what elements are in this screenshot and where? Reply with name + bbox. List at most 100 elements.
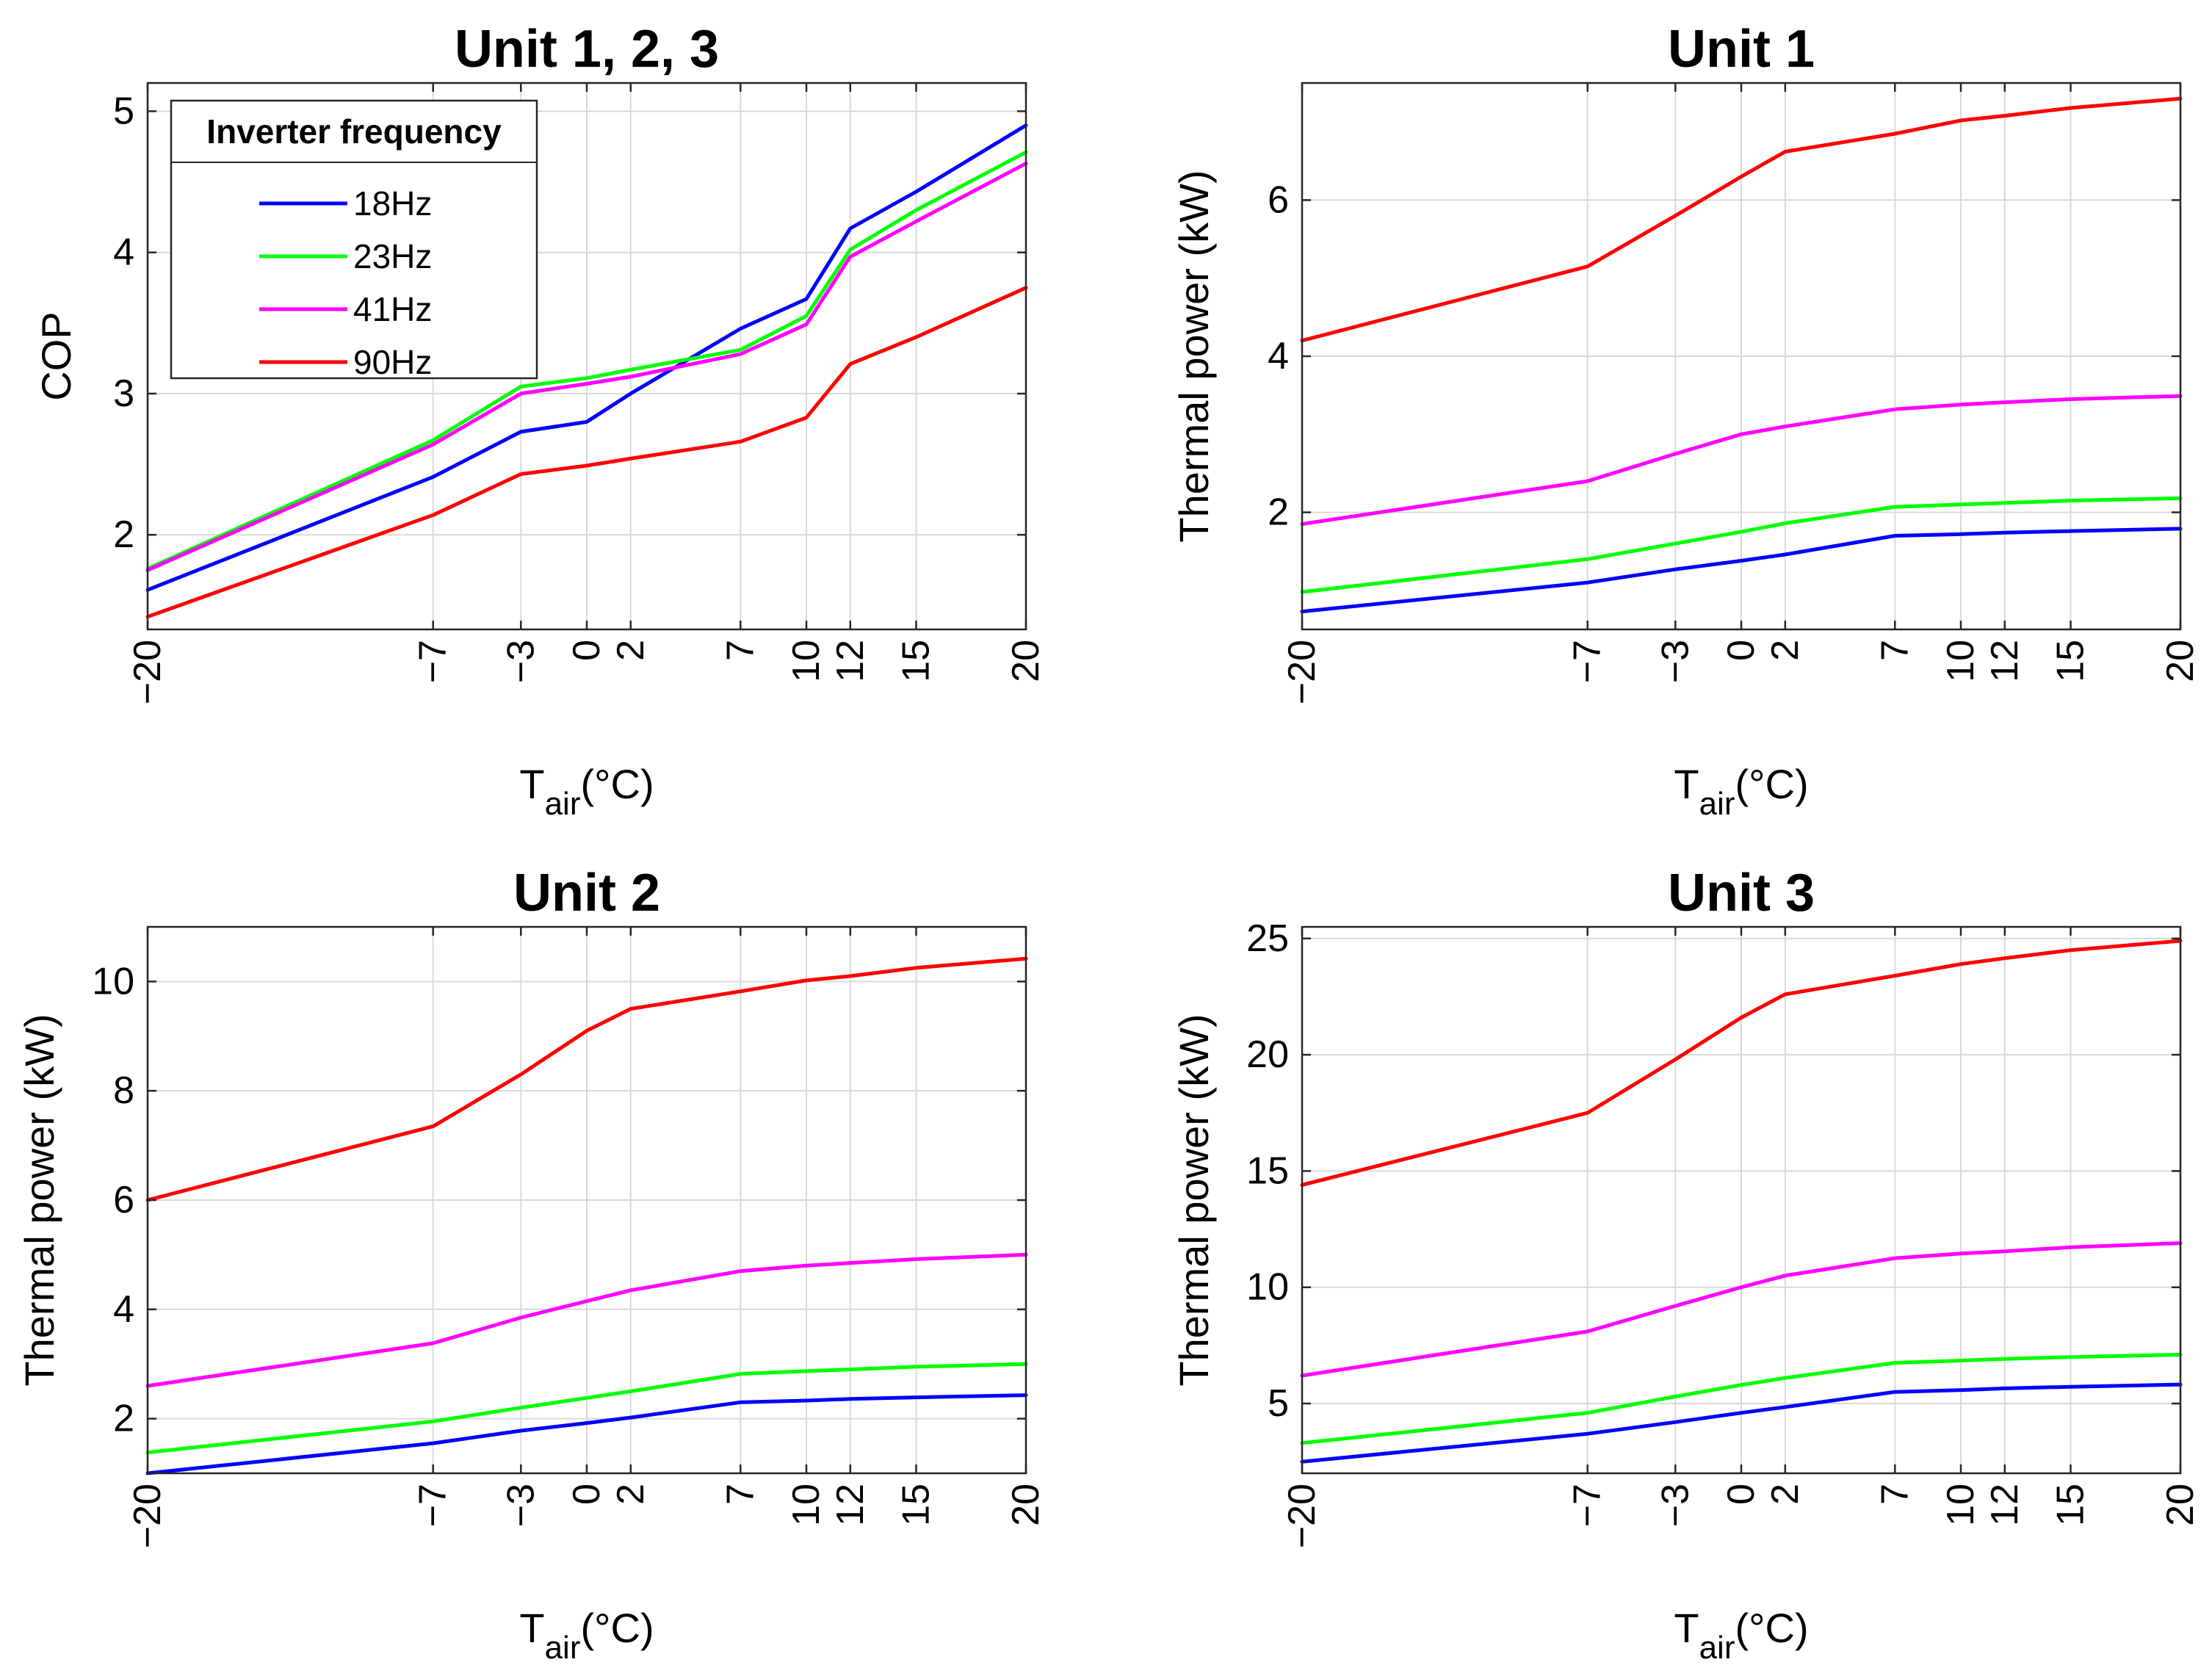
unit-1-xtick-label-7: 12 <box>1984 640 2026 682</box>
unit-2-xtick-label-7: 12 <box>829 1484 872 1526</box>
unit-3-xlabel: Tair(°C) <box>1674 1605 1808 1666</box>
unit-3-series-23hz <box>1300 1353 2183 1445</box>
cop-xlabel-sub: air <box>545 786 581 822</box>
cop-legend-label-90hz: 90Hz <box>353 343 432 381</box>
unit-2-xlabel-main: T <box>519 1605 544 1651</box>
unit-1-xtick-label-8: 15 <box>2050 640 2092 682</box>
cop-series-41hz <box>145 162 1028 572</box>
unit-2-xtick-label-4: 2 <box>610 1484 652 1505</box>
unit-3-series-41hz <box>1300 1241 2183 1378</box>
unit-1-series-18hz <box>1300 527 2183 614</box>
unit-2-ytick-label-1: 4 <box>113 1288 134 1331</box>
unit-2-title: Unit 2 <box>513 864 660 922</box>
unit-3-xtick-label-1: −7 <box>1566 1484 1609 1527</box>
unit-2-xlabel-unit: (°C) <box>580 1605 654 1651</box>
unit-3-xtick-label-7: 12 <box>1984 1484 2026 1526</box>
unit-3-title: Unit 3 <box>1668 864 1815 922</box>
cop-xtick-label-2: −3 <box>499 640 542 683</box>
unit-1-xtick-label-9: 20 <box>2159 640 2202 682</box>
unit-1-xlabel: Tair(°C) <box>1674 761 1808 822</box>
unit-2-xtick-label-1: −7 <box>412 1484 455 1527</box>
unit-3-series-18hz <box>1300 1382 2183 1464</box>
unit-1-xtick-label-0: −20 <box>1281 640 1323 704</box>
cop-legend-label-18hz: 18Hz <box>353 184 432 223</box>
unit-2-series-41hz <box>145 1252 1028 1388</box>
unit-3-xlabel-sub: air <box>1699 1630 1735 1666</box>
unit-2-xlabel: Tair(°C) <box>519 1605 654 1666</box>
cop-series-23hz <box>145 150 1028 571</box>
cop-xtick-label-3: 0 <box>565 640 608 661</box>
unit-1-ytick-label-1: 4 <box>1268 335 1289 378</box>
cop-xtick-label-9: 20 <box>1005 640 1047 682</box>
cop-ytick-label-1: 3 <box>113 372 134 415</box>
unit-1-series-90hz <box>1300 96 2183 343</box>
unit-2-ytick-label-0: 2 <box>113 1398 134 1440</box>
cop-xlabel-unit: (°C) <box>580 761 654 807</box>
cop-title: Unit 1, 2, 3 <box>455 20 719 79</box>
unit-1-xtick-label-1: −7 <box>1566 640 1609 683</box>
unit-3-ylabel: Thermal power (kW) <box>1171 1014 1217 1386</box>
cop-ytick-label-3: 5 <box>113 90 134 132</box>
unit-3-xtick-label-9: 20 <box>2159 1484 2202 1526</box>
cop-legend-label-41hz: 41Hz <box>353 290 432 328</box>
unit-3-xlabel-unit: (°C) <box>1735 1605 1808 1651</box>
unit-1-xlabel-main: T <box>1674 761 1699 807</box>
cop-legend: Inverter frequency 18Hz 23Hz 41Hz 90Hz <box>170 99 538 381</box>
cop-xtick-label-7: 12 <box>829 640 872 682</box>
unit-3-xtick-label-0: −20 <box>1281 1484 1323 1548</box>
unit-1-series-41hz <box>1300 394 2183 526</box>
unit-1-xtick-label-4: 2 <box>1764 640 1807 661</box>
cop-xtick-label-4: 2 <box>610 640 652 661</box>
cop-xlabel-main: T <box>519 761 544 807</box>
unit-1-ytick-label-2: 6 <box>1268 178 1289 221</box>
unit-1-xtick-label-6: 10 <box>1940 640 1982 682</box>
unit-2-xlabel-sub: air <box>545 1630 581 1666</box>
cop-xtick-label-8: 15 <box>895 640 938 682</box>
unit-2-series-90hz <box>145 956 1028 1202</box>
unit-3-xtick-label-8: 15 <box>2050 1484 2092 1526</box>
cop-xlabel: Tair(°C) <box>519 761 654 822</box>
unit-2-xtick-label-8: 15 <box>895 1484 938 1526</box>
unit-3-xtick-label-5: 7 <box>1873 1484 1916 1505</box>
cop-ytick-label-0: 2 <box>113 513 134 556</box>
cop-ylabel: COP <box>33 311 79 400</box>
cop-legend-title: Inverter frequency <box>206 112 502 151</box>
unit-3-xtick-label-4: 2 <box>1764 1484 1807 1505</box>
unit-1-xtick-label-3: 0 <box>1720 640 1763 661</box>
unit-1-xlabel-unit: (°C) <box>1735 761 1808 807</box>
cop-xtick-label-6: 10 <box>785 640 828 682</box>
cop-xtick-label-1: −7 <box>412 640 455 683</box>
unit-2-series-18hz <box>145 1393 1028 1475</box>
unit-3-xlabel-main: T <box>1674 1605 1699 1651</box>
cop-xtick-label-5: 7 <box>719 640 762 661</box>
unit-2-ytick-label-4: 10 <box>92 960 134 1003</box>
unit-2-xtick-label-3: 0 <box>565 1484 608 1505</box>
unit-2-ylabel: Thermal power (kW) <box>16 1014 62 1386</box>
unit-1-ytick-label-0: 2 <box>1268 491 1289 534</box>
unit-1-xtick-label-5: 7 <box>1873 640 1916 661</box>
unit-3-ytick-label-1: 10 <box>1246 1266 1289 1309</box>
unit-3-xtick-label-6: 10 <box>1940 1484 1982 1526</box>
unit-2-ytick-label-3: 8 <box>113 1069 134 1112</box>
unit-2-xtick-label-2: −3 <box>499 1484 542 1527</box>
cop-series-90hz <box>145 286 1028 619</box>
unit-1-xlabel-sub: air <box>1699 786 1735 822</box>
unit-1-xtick-label-2: −3 <box>1654 640 1696 683</box>
unit-3-xtick-label-3: 0 <box>1720 1484 1763 1505</box>
unit-3-ytick-label-4: 25 <box>1246 917 1289 960</box>
cop-xtick-label-0: −20 <box>126 640 169 704</box>
unit-2-xtick-label-0: −20 <box>126 1484 169 1548</box>
unit-2-xtick-label-6: 10 <box>785 1484 828 1526</box>
unit-3-ytick-label-3: 20 <box>1246 1033 1289 1076</box>
unit-2-xtick-label-9: 20 <box>1005 1484 1047 1526</box>
unit-3-xtick-label-2: −3 <box>1654 1484 1696 1527</box>
cop-ytick-label-2: 4 <box>113 231 134 274</box>
unit-1-title: Unit 1 <box>1668 20 1815 79</box>
unit-1-series-23hz <box>1300 496 2183 594</box>
unit-2-series-23hz <box>145 1362 1028 1455</box>
